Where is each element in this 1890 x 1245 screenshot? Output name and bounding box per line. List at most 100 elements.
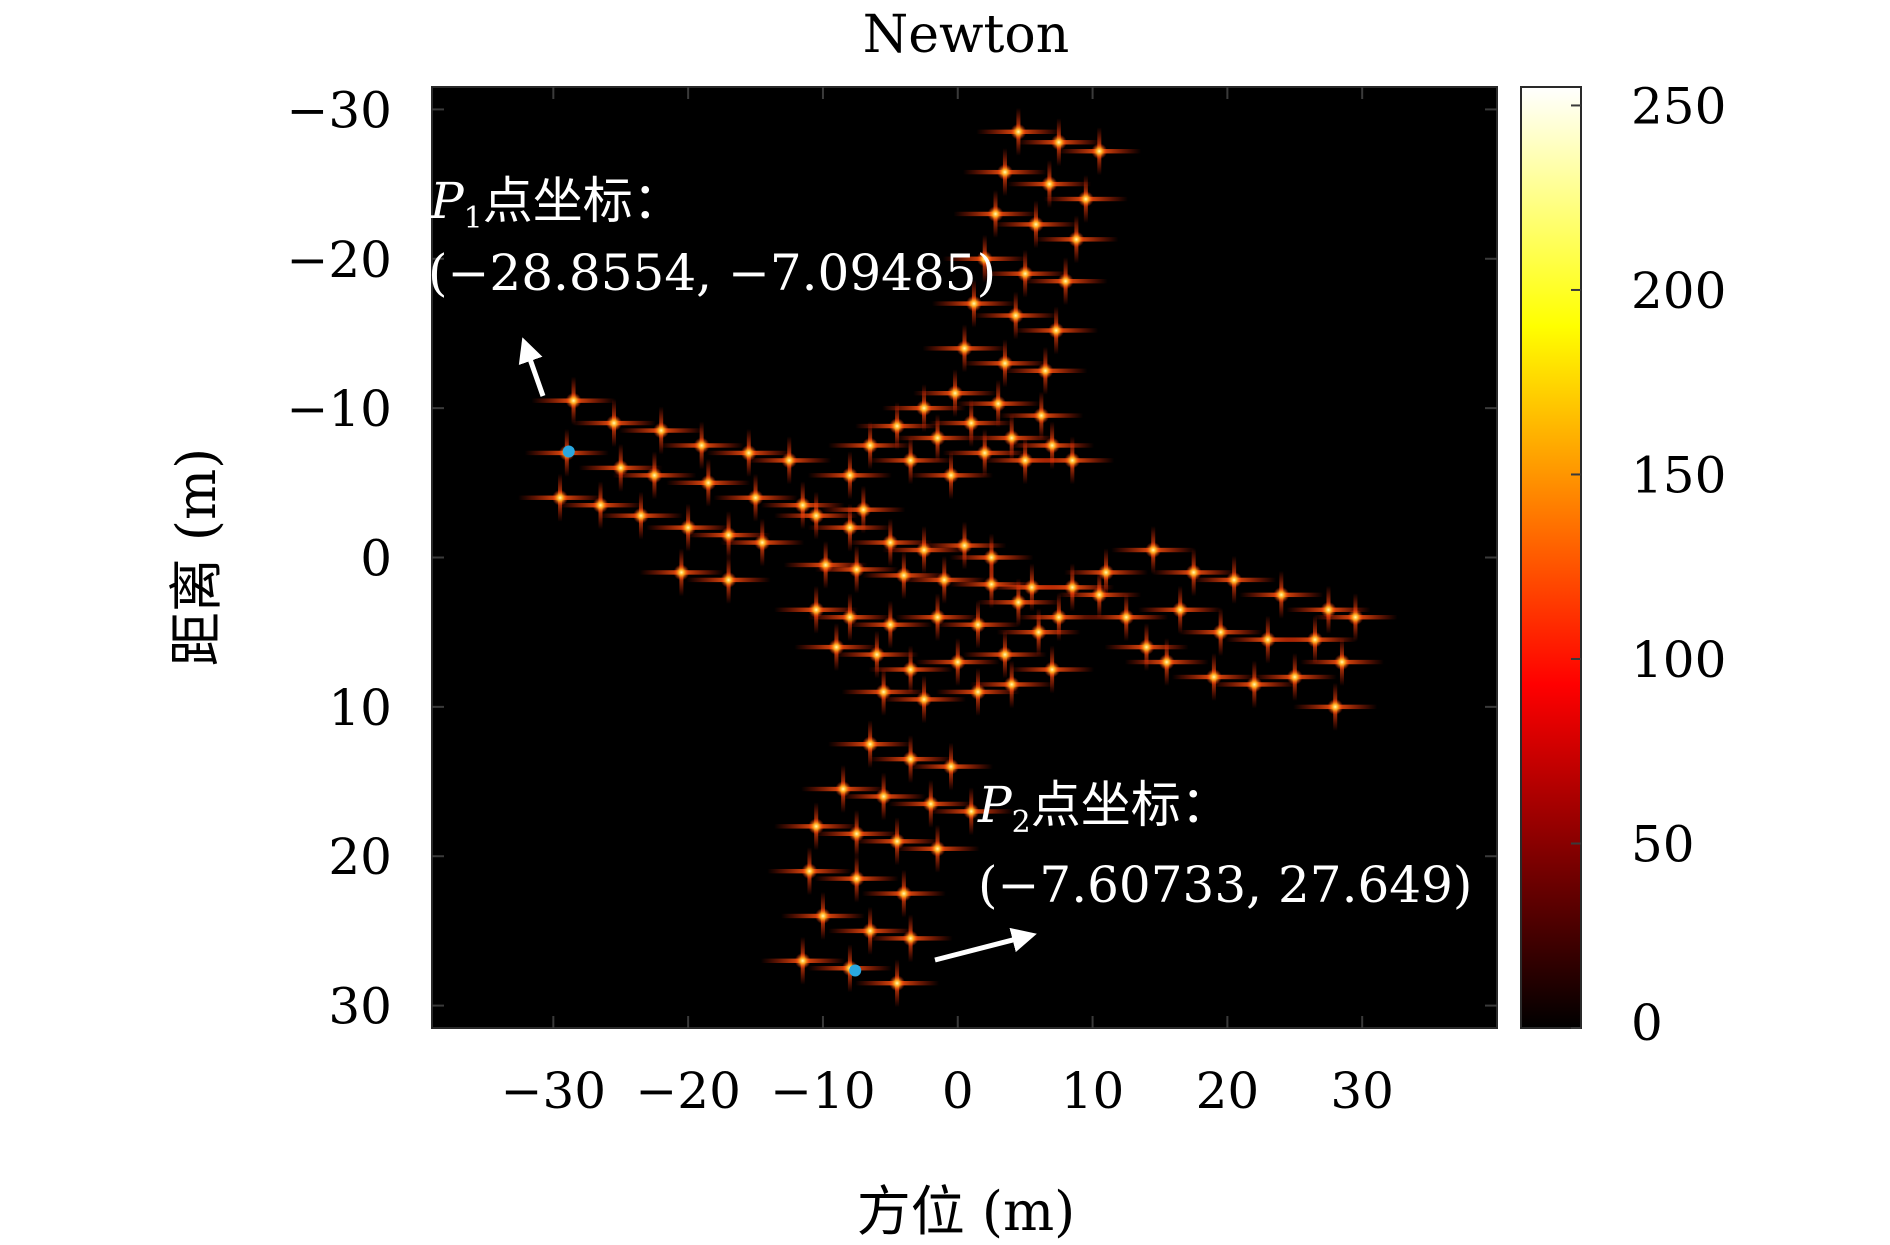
- scatterer: [969, 414, 1054, 463]
- scatterer: [1104, 623, 1189, 672]
- annotation-p1: P1点坐标： (−28.8554, −7.09485): [428, 172, 996, 397]
- scatterer: [598, 491, 683, 540]
- scatterer: [848, 600, 933, 649]
- scatterer: [1016, 118, 1101, 167]
- scatterer: [780, 891, 865, 940]
- scatterer: [774, 491, 859, 540]
- scatterer: [1010, 645, 1095, 694]
- scatterer: [807, 451, 892, 500]
- scatterer: [973, 291, 1058, 340]
- scatterer: [942, 428, 1027, 477]
- scatterer: [1225, 615, 1310, 664]
- scatterer: [1286, 585, 1371, 634]
- scatterer: [931, 279, 1016, 328]
- y-tick-label: 30: [328, 978, 392, 1036]
- scatterer: [612, 451, 697, 500]
- scatterer: [1084, 593, 1169, 642]
- scatterer: [1010, 421, 1095, 470]
- scatterer: [841, 667, 926, 716]
- y-tick-label: 10: [328, 679, 392, 737]
- colorbar-tick-label: 50: [1631, 815, 1695, 873]
- scatterer: [571, 399, 656, 448]
- scatterer: [1014, 306, 1099, 355]
- scatterer: [895, 824, 980, 873]
- colorbar-tick-label: 0: [1631, 994, 1663, 1052]
- scatterer: [807, 593, 892, 642]
- colorbar: 0 50 100 150 200 250: [1520, 77, 1726, 1052]
- scatterer: [518, 473, 603, 522]
- y-tick-label: −10: [286, 380, 392, 438]
- scatterer: [619, 406, 704, 455]
- scatterer: [706, 428, 791, 477]
- scatterer: [686, 555, 771, 604]
- scatterer: [935, 667, 1020, 716]
- scatterer: [909, 742, 994, 791]
- scatterer: [558, 481, 643, 530]
- marker-layer: [562, 445, 862, 977]
- scatterer: [999, 391, 1084, 440]
- scatterer: [1171, 652, 1256, 701]
- scatterer: [956, 379, 1041, 428]
- chart-title: Newton: [863, 5, 1069, 65]
- annotation-p2: P2点坐标： (−7.60733, 27.649): [934, 776, 1472, 963]
- scatterer: [1023, 257, 1108, 306]
- scatterer-layer: [518, 107, 1398, 1008]
- scatterer: [1293, 682, 1378, 731]
- scatterer: [767, 847, 852, 896]
- scatterer: [686, 511, 771, 560]
- scatterer: [949, 533, 1034, 582]
- scatterer: [888, 779, 973, 828]
- scatterer: [774, 802, 859, 851]
- scatterer: [1178, 608, 1263, 657]
- annotation-p1-arrow: [518, 337, 546, 397]
- colorbar-tick-label: 150: [1631, 446, 1726, 504]
- y-tick-label: 20: [328, 828, 392, 886]
- x-tick-label: 30: [1330, 1062, 1394, 1120]
- x-tick-label: −10: [770, 1062, 876, 1120]
- scatterer: [962, 630, 1047, 679]
- y-tick-label: −20: [286, 231, 392, 289]
- scatterer: [578, 443, 663, 492]
- x-tick-label: 10: [1061, 1062, 1125, 1120]
- scatterer: [1007, 160, 1092, 209]
- marker-p1: [562, 445, 575, 458]
- annotation-p2-coords: (−7.60733, 27.649): [978, 856, 1472, 914]
- scatterer: [828, 720, 913, 769]
- scatterer: [1212, 660, 1297, 709]
- scatterer: [841, 772, 926, 821]
- annotation-p1-coords: (−28.8554, −7.09485): [428, 244, 996, 302]
- scatterer: [848, 518, 933, 567]
- x-tick-label: 20: [1196, 1062, 1260, 1120]
- scatterer: [976, 578, 1061, 627]
- colorbar-gradient: [1520, 86, 1582, 1029]
- scatterer: [1313, 593, 1398, 642]
- scatterer: [1043, 175, 1128, 224]
- scatterer: [922, 521, 1007, 570]
- scatterer: [1064, 548, 1149, 597]
- scatterer: [969, 660, 1054, 709]
- scatterer: [639, 548, 724, 597]
- scatterer: [834, 630, 919, 679]
- scatterer: [1299, 638, 1384, 687]
- scatterer: [531, 376, 616, 425]
- scatterer: [1151, 548, 1236, 597]
- scatterer: [720, 518, 805, 567]
- scatterer: [646, 503, 731, 552]
- scatterer: [882, 384, 967, 433]
- scatterer: [935, 600, 1020, 649]
- scatterer: [993, 200, 1078, 249]
- x-tick-label: −20: [635, 1062, 741, 1120]
- scatterer: [814, 545, 899, 594]
- x-axis-label: 方位 (m): [857, 1180, 1076, 1243]
- scatterer: [913, 369, 998, 418]
- scatterer: [929, 399, 1014, 448]
- scatterer: [1273, 615, 1358, 664]
- scatterer: [861, 869, 946, 918]
- scatterer: [868, 914, 953, 963]
- colorbar-tick-label: 200: [1631, 262, 1726, 320]
- scatterer: [807, 503, 892, 552]
- scatterer: [1034, 215, 1119, 264]
- colorbar-tick-label: 100: [1631, 631, 1726, 689]
- scatterer: [801, 765, 886, 814]
- scatterer: [747, 436, 832, 485]
